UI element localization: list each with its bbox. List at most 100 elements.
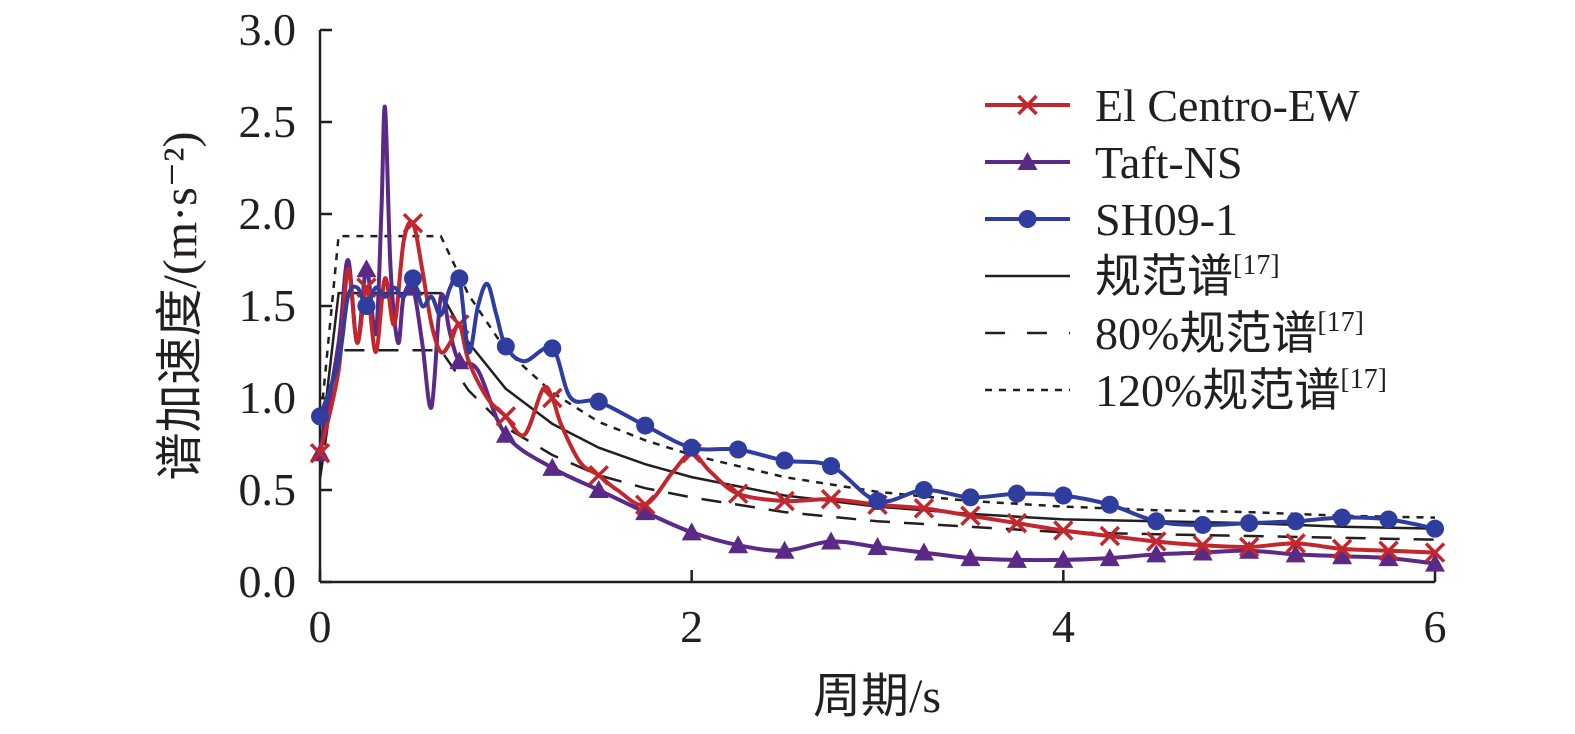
- legend-item: 规范谱[17]: [985, 250, 1280, 302]
- legend: El Centro-EWTaft-NSSH09-1规范谱[17]80%规范谱[1…: [985, 80, 1387, 416]
- y-tick-label: 2.5: [239, 96, 297, 147]
- data-point: [636, 416, 655, 435]
- data-point: [1099, 548, 1120, 567]
- y-tick-label: 0.5: [239, 464, 297, 515]
- legend-superscript: [17]: [1340, 364, 1387, 395]
- data-point: [403, 269, 422, 288]
- legend-marker: [1017, 94, 1038, 116]
- data-point: [1378, 540, 1399, 561]
- x-cross-stroke: [1285, 533, 1306, 554]
- legend-superscript: [17]: [1317, 307, 1364, 338]
- data-point: [1192, 542, 1213, 561]
- series-line: [318, 219, 1436, 555]
- legend-text: 规范谱: [1095, 251, 1233, 302]
- data-point: [1006, 549, 1027, 568]
- data-point: [635, 502, 656, 521]
- data-point: [1146, 544, 1167, 563]
- data-point: [588, 465, 609, 486]
- data-point: [542, 457, 563, 476]
- data-point: [1100, 495, 1119, 514]
- x-cross-stroke: [1331, 538, 1353, 560]
- data-point: [496, 337, 515, 356]
- data-point: [1193, 515, 1212, 534]
- data-point: [1378, 548, 1399, 567]
- data-point: [1424, 542, 1446, 563]
- data-point: [1238, 536, 1260, 558]
- data-point: [1192, 534, 1213, 556]
- x-axis-title: 周期/s: [813, 670, 941, 723]
- data-point: [588, 480, 609, 498]
- data-point: [775, 451, 794, 470]
- legend-marker: [1018, 210, 1037, 228]
- data-point: [1053, 520, 1074, 541]
- data-point: [1054, 486, 1073, 505]
- legend-item: SH09-1: [985, 194, 1238, 245]
- legend-text: 80%规范谱: [1095, 308, 1317, 359]
- legend-item: Taft-NS: [985, 137, 1243, 188]
- data-point: [868, 492, 887, 511]
- data-point: [821, 531, 842, 550]
- legend-item: El Centro-EW: [985, 80, 1360, 131]
- x-cross-stroke: [913, 498, 935, 519]
- data-point: [1147, 512, 1166, 531]
- x-tick-label: 6: [1424, 601, 1447, 652]
- x-cross-stroke: [1006, 512, 1028, 534]
- x-cross-stroke: [1238, 536, 1260, 558]
- data-point: [543, 339, 562, 358]
- x-cross-stroke: [1017, 94, 1038, 116]
- data-point: [1053, 549, 1074, 568]
- x-cross-stroke: [542, 387, 563, 409]
- data-point: [1007, 484, 1026, 503]
- x-tick-label: 2: [680, 601, 703, 652]
- x-cross-stroke: [634, 494, 656, 515]
- data-point: [309, 442, 331, 464]
- y-tick-label: 0.0: [239, 556, 297, 607]
- series-line: [318, 348, 1436, 541]
- data-point: [495, 406, 517, 427]
- x-cross-stroke: [309, 442, 331, 464]
- legend-item: 80%规范谱[17]: [985, 307, 1364, 359]
- data-point: [1332, 546, 1353, 565]
- series-layer: [309, 104, 1446, 572]
- legend-label: 120%规范谱[17]: [1095, 364, 1387, 416]
- data-point: [913, 542, 934, 561]
- data-point: [634, 494, 656, 515]
- y-tick-label: 2.0: [239, 188, 297, 239]
- y-tick-label: 1.5: [239, 280, 297, 331]
- data-point: [1379, 510, 1398, 529]
- data-point: [1426, 519, 1444, 538]
- x-cross-stroke: [820, 488, 842, 510]
- data-point: [914, 481, 933, 499]
- series-4: [318, 348, 1436, 541]
- data-point: [729, 440, 748, 459]
- legend-text: SH09-1: [1095, 194, 1238, 245]
- legend-superscript: [17]: [1233, 250, 1280, 281]
- x-tick-label: 4: [1052, 601, 1075, 652]
- y-tick-label: 1.0: [239, 372, 297, 423]
- legend-label: El Centro-EW: [1095, 80, 1360, 131]
- legend-marker: [1017, 152, 1038, 170]
- series-0: [309, 212, 1446, 563]
- legend-label: 规范谱[17]: [1095, 250, 1280, 302]
- data-point: [1331, 538, 1353, 560]
- data-point: [682, 438, 701, 457]
- data-point: [495, 424, 516, 443]
- data-point: [450, 269, 469, 288]
- data-point: [913, 498, 935, 519]
- x-cross-stroke: [588, 465, 609, 486]
- data-point: [820, 488, 842, 510]
- x-cross-stroke: [774, 490, 795, 512]
- x-cross-stroke: [1192, 534, 1213, 556]
- data-point: [1099, 525, 1121, 547]
- ticks: 0.0 0.5 1.0 1.5 2.0 2.5 3.0 0 2 4 6: [239, 4, 1447, 652]
- x-cross-stroke: [1053, 520, 1074, 541]
- data-point: [1285, 544, 1306, 563]
- x-cross-stroke: [495, 406, 517, 427]
- data-point: [774, 490, 795, 512]
- y-tick-label: 3.0: [239, 4, 297, 55]
- x-cross-stroke: [1424, 542, 1446, 563]
- legend-label: 80%规范谱[17]: [1095, 307, 1364, 359]
- data-point: [402, 212, 424, 234]
- data-point: [867, 537, 888, 556]
